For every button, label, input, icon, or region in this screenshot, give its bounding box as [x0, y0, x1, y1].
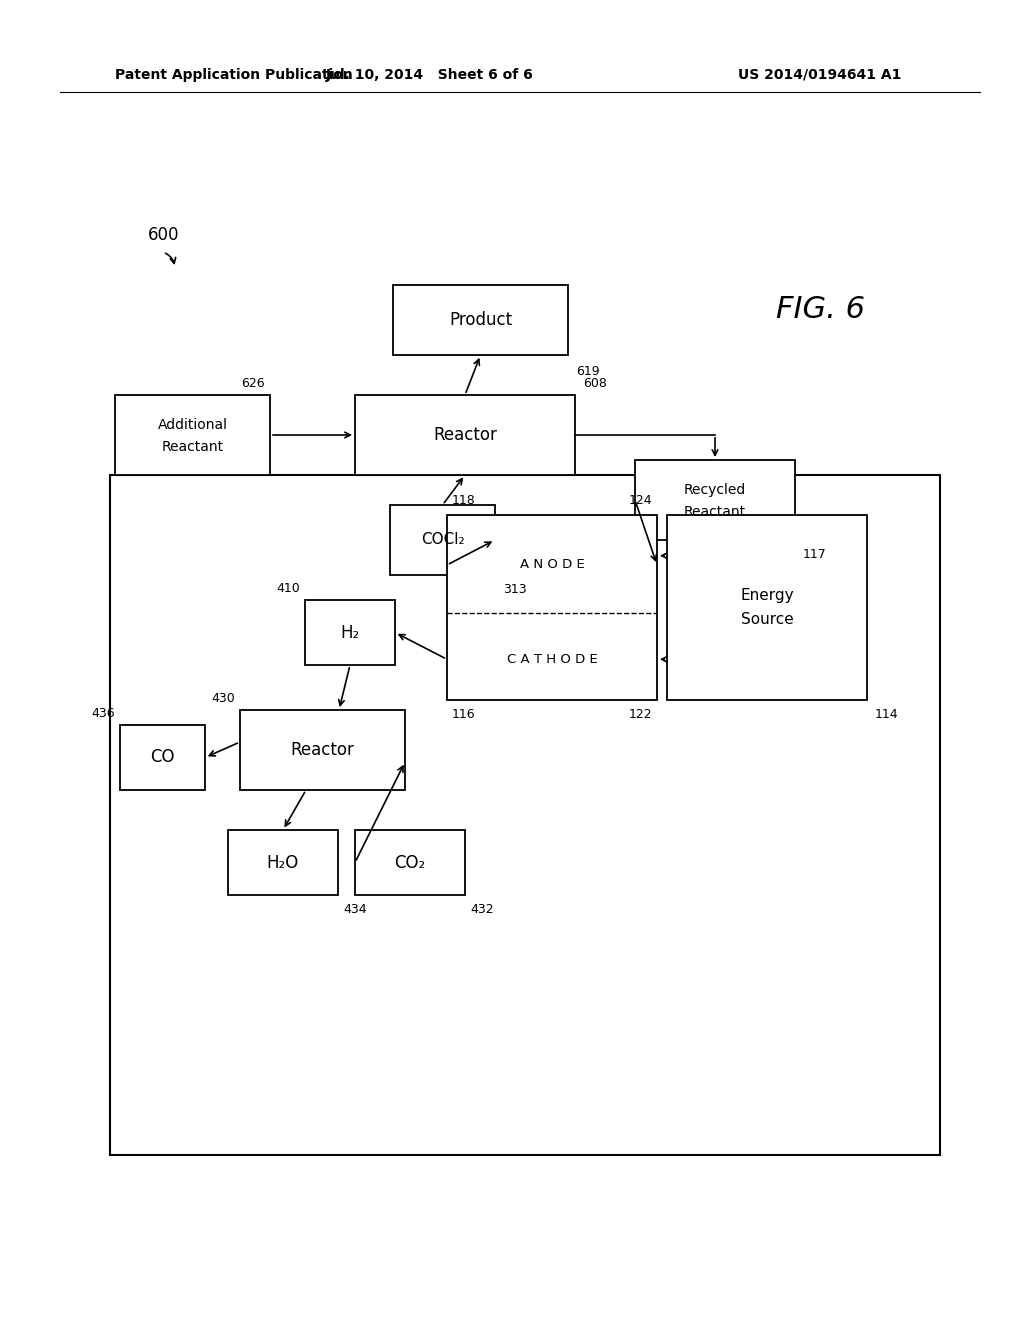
- Bar: [355, 830, 465, 895]
- Text: FIG. 6: FIG. 6: [775, 296, 864, 325]
- Text: 122: 122: [629, 708, 652, 721]
- Text: 600: 600: [148, 226, 179, 244]
- Bar: [240, 710, 406, 789]
- Text: CO: CO: [151, 748, 175, 767]
- Bar: [305, 601, 395, 665]
- Text: Reactor: Reactor: [291, 741, 354, 759]
- Text: Jul. 10, 2014   Sheet 6 of 6: Jul. 10, 2014 Sheet 6 of 6: [326, 69, 534, 82]
- Text: 619: 619: [575, 366, 600, 378]
- Text: 626: 626: [242, 378, 265, 389]
- Text: Energy: Energy: [740, 587, 794, 603]
- Text: Reactant: Reactant: [162, 440, 223, 454]
- Bar: [635, 459, 795, 540]
- Text: H₂O: H₂O: [267, 854, 299, 871]
- Text: 434: 434: [343, 903, 367, 916]
- Bar: [393, 285, 568, 355]
- Bar: [115, 395, 270, 475]
- Text: 410: 410: [276, 582, 300, 595]
- Text: 114: 114: [874, 708, 899, 721]
- Bar: [390, 506, 495, 576]
- Text: 430: 430: [211, 692, 234, 705]
- Text: 436: 436: [91, 708, 115, 719]
- Text: C A T H O D E: C A T H O D E: [507, 653, 597, 665]
- Text: Patent Application Publication: Patent Application Publication: [115, 69, 352, 82]
- Bar: [667, 515, 867, 700]
- Bar: [447, 515, 657, 700]
- Text: H₂: H₂: [340, 623, 359, 642]
- Text: 608: 608: [583, 378, 607, 389]
- Text: CO₂: CO₂: [394, 854, 426, 871]
- Text: US 2014/0194641 A1: US 2014/0194641 A1: [738, 69, 902, 82]
- Text: Additional: Additional: [158, 418, 227, 432]
- Bar: [120, 725, 205, 789]
- Text: 116: 116: [452, 708, 475, 721]
- Text: A N O D E: A N O D E: [519, 558, 585, 572]
- Bar: [355, 395, 575, 475]
- Text: Reactor: Reactor: [433, 426, 497, 444]
- Text: 432: 432: [470, 903, 494, 916]
- Bar: [110, 475, 940, 1155]
- Text: Product: Product: [449, 312, 512, 329]
- Text: 124: 124: [629, 494, 652, 507]
- Text: Reactant: Reactant: [684, 506, 746, 519]
- Text: 313: 313: [503, 583, 526, 597]
- Text: COCl₂: COCl₂: [421, 532, 464, 548]
- Text: 117: 117: [803, 548, 826, 561]
- Text: Source: Source: [740, 612, 794, 627]
- Text: Recycled: Recycled: [684, 483, 746, 498]
- Bar: [228, 830, 338, 895]
- Text: 118: 118: [452, 494, 476, 507]
